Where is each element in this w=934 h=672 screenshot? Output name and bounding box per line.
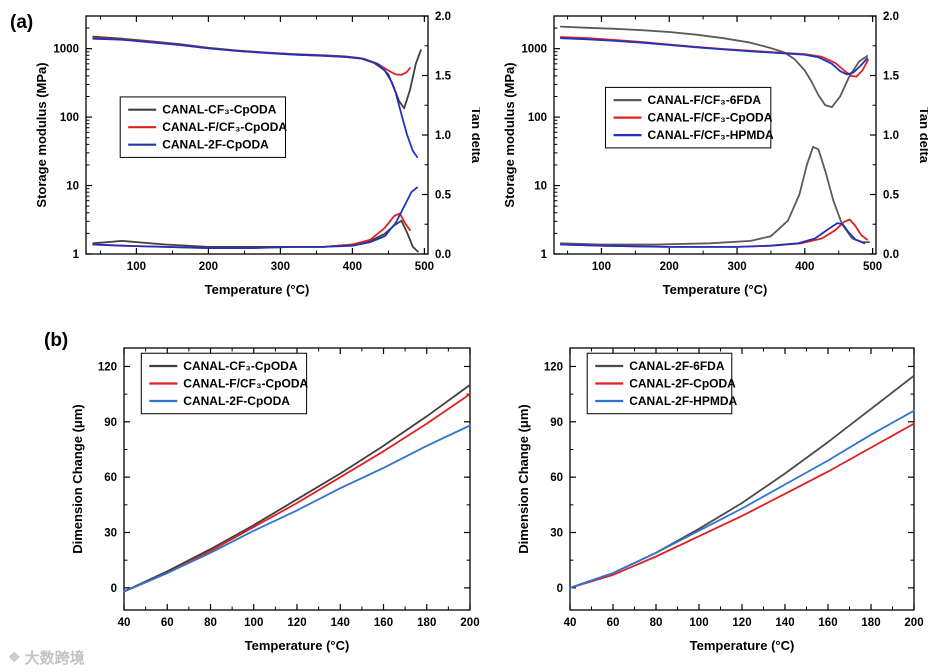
storage-modulus-chart-left: 100 200 300 400 500 1 10 100 1000 0.0 0.5 1.0 1.5 2.0… xyxy=(30,4,484,309)
svg-text:1.0: 1.0 xyxy=(435,130,451,142)
tma-right-plot: 40 60 80 100 120 140 160 180 200 0 30 60 90 120 Temper… xyxy=(516,347,924,653)
svg-text:10: 10 xyxy=(534,181,547,193)
svg-text:1: 1 xyxy=(73,249,80,261)
storage-modulus-chart-right: 100 200 300 400 500 1 10 100 1000 0.0 0.5 1.0 1.5 2.0… xyxy=(498,4,932,309)
svg-text:100: 100 xyxy=(60,112,79,124)
svg-text:Dimension Change (μm): Dimension Change (μm) xyxy=(516,404,531,554)
svg-text:40: 40 xyxy=(564,617,577,629)
panel-label-a: (a) xyxy=(10,12,34,33)
svg-text:100: 100 xyxy=(244,617,263,629)
watermark-icon: ❖ xyxy=(8,649,21,665)
dimension-change-chart-left: 40 60 80 100 120 140 160 180 200 0 30 60 90 120 Temper… xyxy=(66,336,486,665)
dma-left-plot: 100 200 300 400 500 1 10 100 1000 0.0 0.5 1.0 1.5 2.0… xyxy=(34,11,484,297)
svg-text:200: 200 xyxy=(660,261,679,273)
svg-text:60: 60 xyxy=(161,617,174,629)
svg-text:CANAL-2F-6FDA: CANAL-2F-6FDA xyxy=(629,359,725,373)
svg-text:1.5: 1.5 xyxy=(883,71,900,83)
svg-text:2.0: 2.0 xyxy=(883,11,899,23)
svg-text:CANAL-F/CF₃-CpODA: CANAL-F/CF₃-CpODA xyxy=(183,376,308,390)
svg-text:60: 60 xyxy=(104,472,117,484)
svg-text:60: 60 xyxy=(550,472,563,484)
svg-text:100: 100 xyxy=(592,261,611,273)
svg-text:100: 100 xyxy=(127,261,146,273)
svg-text:0.5: 0.5 xyxy=(435,190,452,202)
svg-text:Tan delta: Tan delta xyxy=(917,107,928,164)
svg-text:0: 0 xyxy=(557,583,563,595)
svg-text:400: 400 xyxy=(343,261,362,273)
dimension-change-chart-right: 40 60 80 100 120 140 160 180 200 0 30 60 90 120 Temper… xyxy=(512,336,930,665)
svg-text:CANAL-2F-HPMDA: CANAL-2F-HPMDA xyxy=(629,394,737,408)
svg-text:Temperature (°C): Temperature (°C) xyxy=(663,282,768,297)
svg-text:300: 300 xyxy=(727,261,746,273)
watermark: ❖ 大数跨境 xyxy=(8,647,85,668)
svg-text:90: 90 xyxy=(104,417,117,429)
svg-text:160: 160 xyxy=(374,617,393,629)
svg-text:120: 120 xyxy=(732,617,751,629)
svg-text:1000: 1000 xyxy=(521,44,547,56)
svg-text:Tan delta: Tan delta xyxy=(469,107,480,164)
svg-text:CANAL-CF₃-CpODA: CANAL-CF₃-CpODA xyxy=(162,103,277,117)
svg-text:1: 1 xyxy=(541,249,548,261)
svg-text:CANAL-F/CF₃-CpODA: CANAL-F/CF₃-CpODA xyxy=(648,111,773,125)
svg-text:CANAL-2F-CpODA: CANAL-2F-CpODA xyxy=(629,376,736,390)
tma-left-plot: 40 60 80 100 120 140 160 180 200 0 30 60 90 120 Temper… xyxy=(70,347,480,653)
svg-text:160: 160 xyxy=(818,617,837,629)
svg-text:Storage modulus (MPa): Storage modulus (MPa) xyxy=(502,62,517,207)
svg-text:0: 0 xyxy=(111,583,117,595)
svg-text:CANAL-2F-CpODA: CANAL-2F-CpODA xyxy=(162,138,269,152)
svg-text:60: 60 xyxy=(607,617,620,629)
svg-text:CANAL-F/CF₃-CpODA: CANAL-F/CF₃-CpODA xyxy=(162,120,287,134)
svg-text:200: 200 xyxy=(460,617,479,629)
svg-text:30: 30 xyxy=(550,528,563,540)
svg-text:10: 10 xyxy=(66,181,79,193)
svg-text:30: 30 xyxy=(104,528,117,540)
svg-text:180: 180 xyxy=(861,617,880,629)
svg-text:1.0: 1.0 xyxy=(883,130,899,142)
watermark-text: 大数跨境 xyxy=(24,650,85,667)
svg-text:180: 180 xyxy=(417,617,436,629)
svg-text:CANAL-F/CF₃-6FDA: CANAL-F/CF₃-6FDA xyxy=(648,93,762,107)
svg-text:40: 40 xyxy=(118,617,131,629)
svg-text:200: 200 xyxy=(199,261,218,273)
svg-text:120: 120 xyxy=(544,361,563,373)
svg-text:0.5: 0.5 xyxy=(883,190,900,202)
svg-text:140: 140 xyxy=(775,617,794,629)
svg-text:120: 120 xyxy=(98,361,117,373)
svg-text:100: 100 xyxy=(689,617,708,629)
svg-text:Storage modulus (MPa): Storage modulus (MPa) xyxy=(34,62,49,207)
svg-text:100: 100 xyxy=(528,112,547,124)
svg-text:2.0: 2.0 xyxy=(435,11,451,23)
svg-text:0.0: 0.0 xyxy=(435,249,451,261)
svg-text:CANAL-2F-CpODA: CANAL-2F-CpODA xyxy=(183,394,290,408)
panel-label-b: (b) xyxy=(44,330,69,351)
svg-text:400: 400 xyxy=(795,261,814,273)
svg-text:80: 80 xyxy=(650,617,663,629)
svg-text:200: 200 xyxy=(904,617,923,629)
svg-text:80: 80 xyxy=(204,617,217,629)
svg-text:500: 500 xyxy=(415,261,434,273)
dma-right-plot: 100 200 300 400 500 1 10 100 1000 0.0 0.5 1.0 1.5 2.0… xyxy=(502,11,932,297)
svg-text:CANAL-CF₃-CpODA: CANAL-CF₃-CpODA xyxy=(183,359,298,373)
svg-text:140: 140 xyxy=(331,617,350,629)
svg-text:Temperature (°C): Temperature (°C) xyxy=(245,638,350,653)
svg-text:Temperature (°C): Temperature (°C) xyxy=(205,282,310,297)
svg-text:Dimension Change (μm): Dimension Change (μm) xyxy=(70,404,85,554)
svg-text:90: 90 xyxy=(550,417,563,429)
svg-text:Temperature (°C): Temperature (°C) xyxy=(690,638,795,653)
svg-text:120: 120 xyxy=(287,617,306,629)
svg-text:300: 300 xyxy=(271,261,290,273)
svg-text:1.5: 1.5 xyxy=(435,71,452,83)
svg-text:1000: 1000 xyxy=(53,44,79,56)
svg-text:500: 500 xyxy=(863,261,882,273)
svg-text:0.0: 0.0 xyxy=(883,249,899,261)
svg-text:CANAL-F/CF₃-HPMDA: CANAL-F/CF₃-HPMDA xyxy=(648,128,775,142)
